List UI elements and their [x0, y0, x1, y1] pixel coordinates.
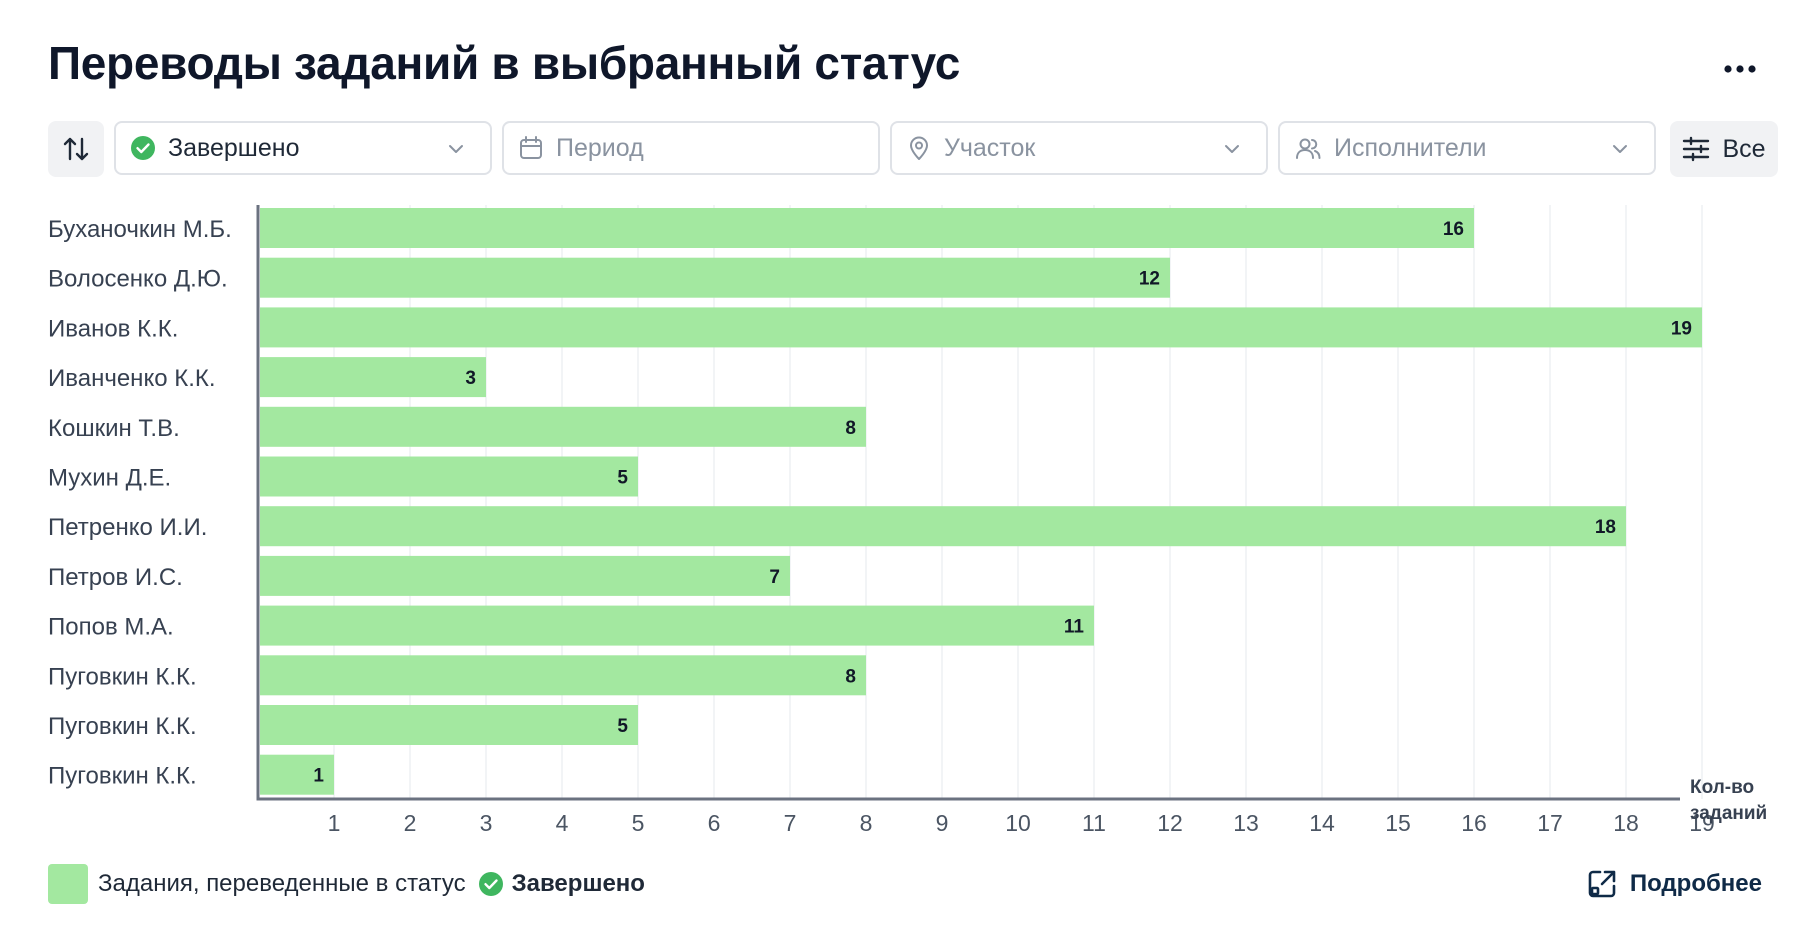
- bar: [260, 257, 1170, 298]
- more-dots-icon: [1724, 65, 1756, 73]
- x-axis-title: заданий: [1690, 803, 1767, 824]
- sort-button[interactable]: [48, 121, 104, 177]
- data-label: 16: [1443, 219, 1464, 240]
- site-select[interactable]: Участок: [890, 121, 1268, 175]
- bar: [260, 406, 866, 447]
- category-label: Петренко И.И.: [48, 514, 207, 541]
- legend-status: Завершено: [478, 870, 645, 898]
- data-label: 5: [617, 468, 628, 489]
- x-axis-title: Кол-во: [1690, 777, 1754, 798]
- check-circle-icon: [131, 136, 155, 160]
- data-label: 3: [465, 368, 476, 389]
- site-select-placeholder: Участок: [944, 133, 1036, 162]
- x-tick-label: 4: [556, 810, 569, 835]
- x-tick-label: 5: [632, 810, 645, 835]
- category-label: Пуговкин К.К.: [48, 663, 197, 690]
- data-label: 11: [1064, 617, 1085, 638]
- sort-arrows-icon: [63, 137, 89, 161]
- x-tick-label: 17: [1537, 810, 1563, 835]
- chevron-down-icon: [1613, 145, 1627, 153]
- x-tick-label: 11: [1082, 810, 1106, 835]
- bar: [260, 655, 866, 696]
- bar: [260, 357, 486, 398]
- filter-toolbar: Завершено Период Участок Исполнители В: [48, 121, 1778, 177]
- x-tick-label: 9: [936, 810, 949, 835]
- category-label: Иванов К.К.: [48, 315, 178, 342]
- details-link[interactable]: Подробнее: [1586, 864, 1762, 904]
- bar: [260, 605, 1094, 646]
- data-label: 5: [617, 716, 628, 737]
- data-label: 18: [1595, 517, 1616, 538]
- bar: [260, 307, 1702, 348]
- category-label: Иванченко К.К.: [48, 365, 216, 392]
- category-label: Пуговкин К.К.: [48, 713, 197, 740]
- category-label: Кошкин Т.В.: [48, 415, 180, 442]
- bar: [260, 555, 790, 596]
- details-label: Подробнее: [1629, 870, 1762, 897]
- data-label: 12: [1139, 269, 1160, 290]
- filters-all-label: Все: [1722, 134, 1766, 163]
- chevron-down-icon: [449, 145, 463, 153]
- x-tick-label: 12: [1157, 810, 1183, 835]
- data-label: 1: [313, 766, 324, 787]
- data-label: 8: [845, 666, 856, 687]
- legend-status-label: Завершено: [511, 870, 645, 897]
- status-select-value: Завершено: [168, 133, 300, 162]
- x-tick-label: 1: [328, 810, 341, 835]
- category-label: Попов М.А.: [48, 614, 174, 641]
- bar: [260, 754, 334, 795]
- category-label: Волосенко Д.Ю.: [48, 266, 228, 293]
- bar: [260, 506, 1626, 547]
- chart-area: Буханочкин М.Б. 16 Волосенко Д.Ю. 12 Иванов …: [0, 195, 1812, 840]
- x-tick-label: 19: [1689, 810, 1715, 835]
- legend-text: Задания, переведенные в статус: [98, 870, 466, 897]
- period-select[interactable]: Период: [502, 121, 880, 175]
- x-tick-label: 2: [404, 810, 417, 835]
- category-label: Петров И.С.: [48, 564, 183, 591]
- period-select-placeholder: Период: [556, 133, 644, 162]
- users-icon: [1296, 138, 1321, 159]
- x-tick-label: 3: [480, 810, 493, 835]
- filters-all-button[interactable]: Все: [1670, 121, 1778, 177]
- x-tick-label: 10: [1005, 810, 1031, 835]
- chart-legend: Задания, переведенные в статус Завершено: [48, 864, 645, 904]
- executors-select[interactable]: Исполнители: [1278, 121, 1656, 175]
- data-label: 7: [769, 567, 780, 588]
- bar: [260, 705, 638, 745]
- chevron-down-icon: [1225, 145, 1239, 153]
- category-label: Мухин Д.Е.: [48, 465, 171, 492]
- x-tick-label: 7: [784, 810, 797, 835]
- x-tick-label: 14: [1309, 810, 1335, 835]
- data-label: 8: [845, 418, 856, 439]
- x-tick-label: 8: [860, 810, 873, 835]
- category-label: Пуговкин К.К.: [48, 763, 197, 790]
- location-pin-icon: [910, 136, 928, 160]
- bar: [260, 208, 1474, 248]
- sliders-icon: [1683, 136, 1710, 162]
- legend-swatch: [48, 864, 88, 904]
- data-label: 19: [1671, 318, 1692, 339]
- check-circle-icon: [478, 872, 503, 896]
- more-options-button[interactable]: [1720, 54, 1760, 84]
- executors-select-placeholder: Исполнители: [1334, 133, 1487, 162]
- x-tick-label: 16: [1461, 810, 1487, 835]
- x-tick-label: 15: [1385, 810, 1411, 835]
- status-select[interactable]: Завершено: [114, 121, 492, 175]
- calendar-icon: [520, 136, 542, 159]
- x-tick-label: 13: [1233, 810, 1259, 835]
- bar: [260, 456, 638, 497]
- open-external-icon: [1588, 870, 1616, 898]
- category-label: Буханочкин М.Б.: [48, 216, 232, 243]
- x-tick-label: 6: [708, 810, 721, 835]
- page-title: Переводы заданий в выбранный статус: [48, 37, 961, 89]
- x-tick-label: 18: [1613, 810, 1639, 835]
